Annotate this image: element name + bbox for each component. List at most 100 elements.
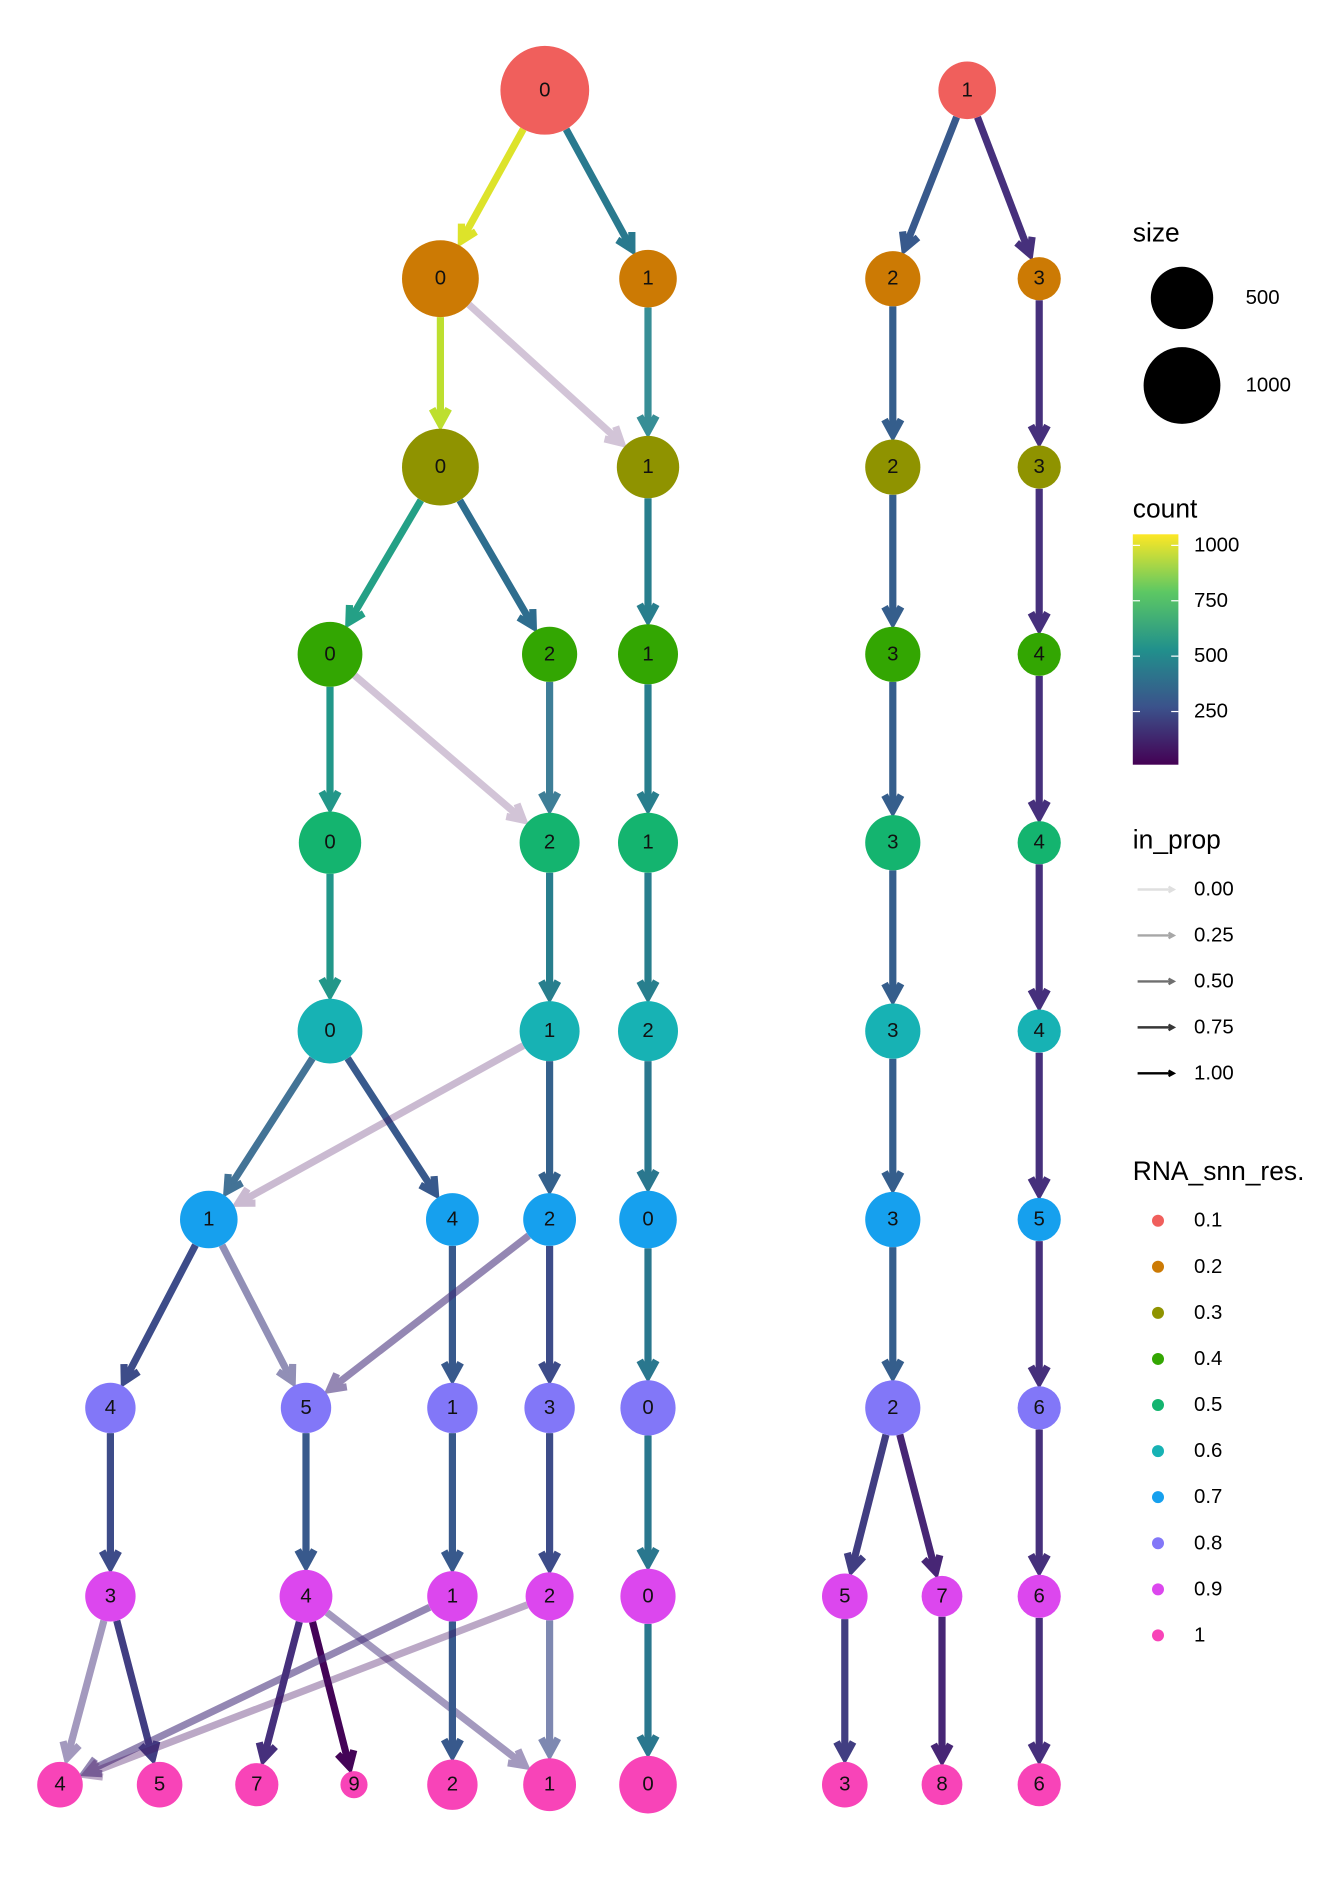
node-res-0.5-cluster-4[interactable]: 4 <box>1017 821 1061 865</box>
node-label: 3 <box>1034 268 1045 290</box>
node-res-0.1-cluster-1[interactable]: 1 <box>938 61 996 120</box>
node-res-0.2-cluster-2[interactable]: 2 <box>865 251 921 307</box>
node-res-0.9-cluster-2[interactable]: 2 <box>525 1572 574 1621</box>
node-res-0.5-cluster-1[interactable]: 1 <box>617 812 679 873</box>
node-res-0.8-cluster-2[interactable]: 2 <box>865 1380 921 1436</box>
node-res-0.9-cluster-5[interactable]: 5 <box>822 1573 868 1620</box>
node-res-0.3-cluster-3[interactable]: 3 <box>1017 445 1061 489</box>
legend-in-prop-label: 1.00 <box>1194 1062 1234 1084</box>
edge-18 <box>881 681 905 818</box>
legend-res-label: 0.5 <box>1194 1394 1222 1416</box>
node-res-1-cluster-9[interactable]: 9 <box>340 1771 368 1799</box>
node-res-0.9-cluster-6[interactable]: 6 <box>1017 1574 1061 1618</box>
node-label: 3 <box>1034 456 1045 478</box>
node-res-0.2-cluster-0[interactable]: 0 <box>402 240 479 318</box>
legend-in-prop-arrow-0-arrowhead-icon <box>1167 885 1177 894</box>
node-res-0.7-cluster-1[interactable]: 1 <box>180 1190 238 1249</box>
node-res-0.9-cluster-7[interactable]: 7 <box>921 1575 963 1617</box>
legend-in-prop-arrow-2-arrowhead-icon <box>1167 977 1177 986</box>
legend-res-label: 0.6 <box>1194 1440 1222 1462</box>
legend-in-prop-arrow-3 <box>1137 1023 1177 1032</box>
node-circle <box>37 1761 83 1808</box>
node-res-0.1-cluster-0[interactable]: 0 <box>500 45 590 135</box>
node-res-0.3-cluster-0[interactable]: 0 <box>402 428 479 506</box>
node-label: 5 <box>154 1774 165 1796</box>
node-label: 3 <box>544 1397 555 1419</box>
node-res-1-cluster-5[interactable]: 5 <box>136 1761 183 1808</box>
node-res-0.7-cluster-4[interactable]: 4 <box>425 1193 479 1246</box>
node-res-0.8-cluster-0[interactable]: 0 <box>620 1380 676 1436</box>
node-res-0.6-cluster-2[interactable]: 2 <box>617 1001 679 1062</box>
node-res-0.9-cluster-3[interactable]: 3 <box>85 1571 136 1622</box>
node-circle <box>617 624 679 685</box>
edge-54 <box>440 1621 464 1763</box>
node-res-0.4-cluster-0[interactable]: 0 <box>297 621 363 687</box>
node-res-1-cluster-8[interactable]: 8 <box>921 1764 963 1806</box>
node-res-1-cluster-4[interactable]: 4 <box>37 1761 83 1808</box>
legend-res-label: 0.1 <box>1194 1210 1222 1232</box>
edge-24-arrowhead-icon <box>1027 987 1051 1013</box>
node-res-1-cluster-0[interactable]: 0 <box>619 1755 677 1814</box>
node-res-0.3-cluster-2[interactable]: 2 <box>865 439 921 495</box>
node-res-0.8-cluster-3[interactable]: 3 <box>524 1382 575 1434</box>
node-res-0.8-cluster-5[interactable]: 5 <box>280 1382 332 1434</box>
node-circle <box>340 1771 368 1799</box>
node-res-0.7-cluster-0[interactable]: 0 <box>619 1190 677 1249</box>
node-circle <box>1017 257 1061 301</box>
node-res-0.9-cluster-0[interactable]: 0 <box>620 1568 676 1624</box>
node-res-0.7-cluster-3[interactable]: 3 <box>865 1191 921 1248</box>
node-res-0.7-cluster-5[interactable]: 5 <box>1017 1197 1061 1242</box>
edge-26-arrowhead-icon <box>418 1175 440 1200</box>
node-label: 1 <box>962 79 973 101</box>
node-res-0.7-cluster-2[interactable]: 2 <box>523 1193 577 1246</box>
edge-17-arrowhead-icon <box>636 791 660 816</box>
legend-in-prop-arrow-0 <box>1137 885 1177 894</box>
node-circle <box>938 61 996 120</box>
node-res-0.6-cluster-3[interactable]: 3 <box>865 1003 921 1059</box>
node-label: 3 <box>887 1209 898 1231</box>
node-res-1-cluster-2[interactable]: 2 <box>427 1759 478 1810</box>
edge-3 <box>974 115 1036 262</box>
edge-40-arrowhead-icon <box>98 1549 122 1574</box>
edge-9-arrowhead-icon <box>345 604 366 629</box>
node-res-0.3-cluster-1[interactable]: 1 <box>616 435 680 499</box>
node-res-0.6-cluster-0[interactable]: 0 <box>297 998 363 1064</box>
edge-46-arrowhead-icon <box>921 1554 944 1580</box>
node-res-0.8-cluster-4[interactable]: 4 <box>85 1382 136 1434</box>
node-res-0.2-cluster-1[interactable]: 1 <box>619 249 677 308</box>
node-res-0.4-cluster-1[interactable]: 1 <box>617 624 679 685</box>
edge-32-line <box>121 1243 199 1383</box>
node-res-1-cluster-6[interactable]: 6 <box>1017 1763 1061 1807</box>
node-res-0.4-cluster-2[interactable]: 2 <box>522 626 578 682</box>
edge-47 <box>1027 1429 1051 1578</box>
node-res-1-cluster-7[interactable]: 7 <box>235 1763 279 1807</box>
node-res-1-cluster-1[interactable]: 1 <box>523 1758 577 1812</box>
edge-45 <box>843 1433 890 1577</box>
edge-19 <box>1027 675 1051 824</box>
node-res-0.6-cluster-1[interactable]: 1 <box>519 1001 580 1062</box>
node-res-0.5-cluster-2[interactable]: 2 <box>519 812 580 873</box>
node-label: 0 <box>539 79 550 101</box>
node-res-0.5-cluster-3[interactable]: 3 <box>865 815 921 871</box>
edge-34-arrowhead-icon <box>440 1361 464 1386</box>
node-res-0.9-cluster-1[interactable]: 1 <box>427 1571 478 1622</box>
node-res-0.5-cluster-0[interactable]: 0 <box>298 811 362 874</box>
node-res-0.8-cluster-1[interactable]: 1 <box>427 1382 478 1434</box>
node-res-0.4-cluster-3[interactable]: 3 <box>865 626 921 682</box>
colorbar-tick-label: 1000 <box>1194 534 1239 556</box>
node-res-1-cluster-3[interactable]: 3 <box>822 1761 868 1808</box>
edge-7 <box>881 306 905 443</box>
edge-46-line <box>896 1433 940 1573</box>
edge-18-arrowhead-icon <box>881 793 905 818</box>
node-circle <box>617 812 679 873</box>
edge-2-arrowhead-icon <box>898 230 921 256</box>
node-res-0.8-cluster-6[interactable]: 6 <box>1017 1386 1061 1430</box>
node-res-0.9-cluster-4[interactable]: 4 <box>279 1569 333 1623</box>
edge-5-line <box>466 301 624 446</box>
node-res-0.4-cluster-4[interactable]: 4 <box>1017 632 1061 676</box>
node-res-0.6-cluster-4[interactable]: 4 <box>1017 1009 1061 1053</box>
node-res-0.2-cluster-3[interactable]: 3 <box>1017 257 1061 301</box>
edge-53-arrowhead-icon <box>78 1756 103 1778</box>
legend-res-label: 1 <box>1194 1624 1205 1646</box>
node-label: 2 <box>544 1209 555 1231</box>
